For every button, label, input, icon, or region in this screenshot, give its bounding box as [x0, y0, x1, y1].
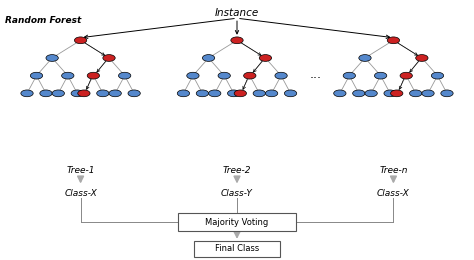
Text: Class-X: Class-X [377, 189, 410, 198]
Text: Majority Voting: Majority Voting [205, 218, 269, 227]
Text: Class-X: Class-X [64, 189, 97, 198]
Text: ...: ... [309, 68, 321, 81]
Circle shape [284, 90, 297, 97]
Circle shape [359, 55, 371, 61]
Circle shape [118, 72, 131, 79]
Circle shape [187, 72, 199, 79]
Circle shape [87, 72, 100, 79]
Text: Random Forest: Random Forest [5, 16, 81, 25]
Circle shape [209, 90, 221, 97]
Circle shape [422, 90, 434, 97]
Circle shape [334, 90, 346, 97]
FancyBboxPatch shape [194, 240, 280, 257]
Circle shape [78, 90, 90, 97]
Circle shape [52, 90, 64, 97]
Circle shape [196, 90, 209, 97]
Circle shape [343, 72, 356, 79]
Circle shape [391, 90, 403, 97]
Circle shape [353, 90, 365, 97]
Circle shape [109, 90, 121, 97]
Circle shape [40, 90, 52, 97]
Circle shape [231, 37, 243, 44]
Circle shape [410, 90, 422, 97]
Circle shape [103, 55, 115, 61]
Circle shape [128, 90, 140, 97]
Circle shape [431, 72, 444, 79]
Circle shape [265, 90, 278, 97]
Text: Tree-n: Tree-n [379, 166, 408, 175]
Circle shape [46, 55, 58, 61]
Circle shape [228, 90, 240, 97]
FancyBboxPatch shape [178, 213, 296, 231]
Circle shape [74, 37, 87, 44]
Circle shape [234, 90, 246, 97]
Circle shape [374, 72, 387, 79]
Text: Tree-2: Tree-2 [223, 166, 251, 175]
Circle shape [400, 72, 412, 79]
Text: Class-Y: Class-Y [221, 189, 253, 198]
Circle shape [244, 72, 256, 79]
Text: Final Class: Final Class [215, 244, 259, 254]
Text: Instance: Instance [215, 8, 259, 18]
Circle shape [387, 37, 400, 44]
Circle shape [30, 72, 43, 79]
Circle shape [275, 72, 287, 79]
Circle shape [384, 90, 396, 97]
Circle shape [71, 90, 83, 97]
Circle shape [202, 55, 215, 61]
Circle shape [416, 55, 428, 61]
Circle shape [253, 90, 265, 97]
Text: Tree-1: Tree-1 [66, 166, 95, 175]
Circle shape [177, 90, 190, 97]
Circle shape [21, 90, 33, 97]
Circle shape [97, 90, 109, 97]
Circle shape [441, 90, 453, 97]
Circle shape [365, 90, 377, 97]
Circle shape [62, 72, 74, 79]
Circle shape [259, 55, 272, 61]
Circle shape [218, 72, 230, 79]
